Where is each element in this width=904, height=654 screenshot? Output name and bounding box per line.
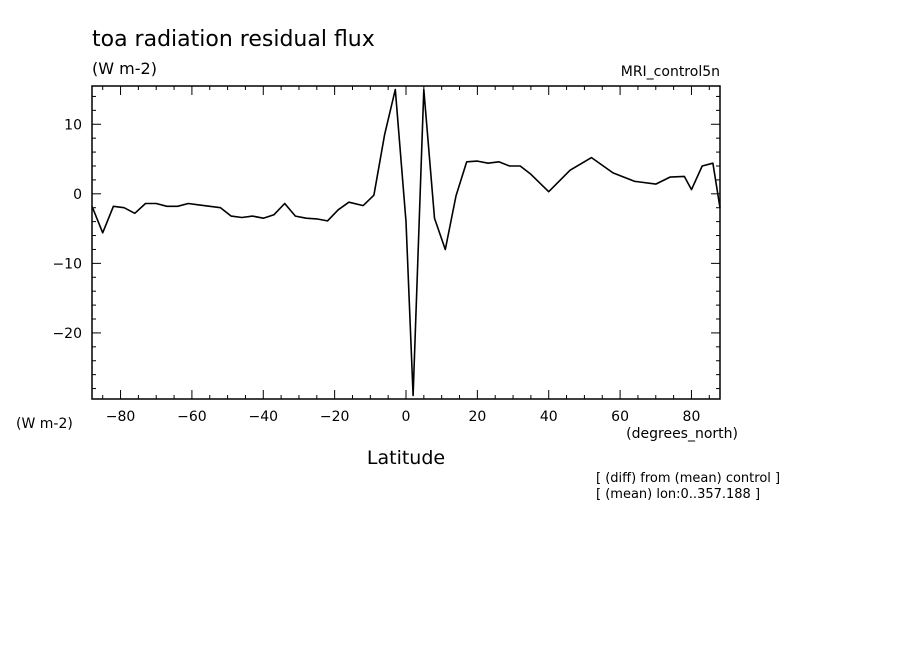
chart-units: (W m-2) <box>92 59 157 78</box>
x-tick-label: 40 <box>540 409 558 425</box>
y-tick-label: −20 <box>52 326 82 342</box>
axis-tick-labels: −80 −60 −40 −20 0 20 40 60 80 −20 −10 0 10 <box>52 117 700 425</box>
x-tick-label: 60 <box>611 409 629 425</box>
note-line-1: [ (diff) from (mean) control ] <box>596 471 780 486</box>
dataset-label: MRI_control5n <box>621 64 720 80</box>
note-line-2: [ (mean) lon:0..357.188 ] <box>596 487 760 502</box>
series-line <box>91 88 721 397</box>
y-tick-label: 0 <box>73 187 82 203</box>
x-tick-label: −80 <box>106 409 136 425</box>
axis-ticks <box>92 86 720 399</box>
chart-title: toa radiation residual flux <box>92 27 375 52</box>
x-tick-label: −40 <box>248 409 278 425</box>
x-tick-label: 80 <box>683 409 701 425</box>
x-axis-units: (degrees_north) <box>626 426 738 442</box>
y-axis-label: (W m-2) <box>16 416 73 432</box>
x-tick-label: −60 <box>177 409 207 425</box>
x-tick-label: −20 <box>320 409 350 425</box>
x-tick-label: 0 <box>402 409 411 425</box>
x-tick-label: 20 <box>468 409 486 425</box>
plot-frame <box>91 85 721 400</box>
y-tick-label: 10 <box>64 117 82 133</box>
x-axis-label: Latitude <box>367 447 445 469</box>
y-tick-label: −10 <box>52 256 82 272</box>
